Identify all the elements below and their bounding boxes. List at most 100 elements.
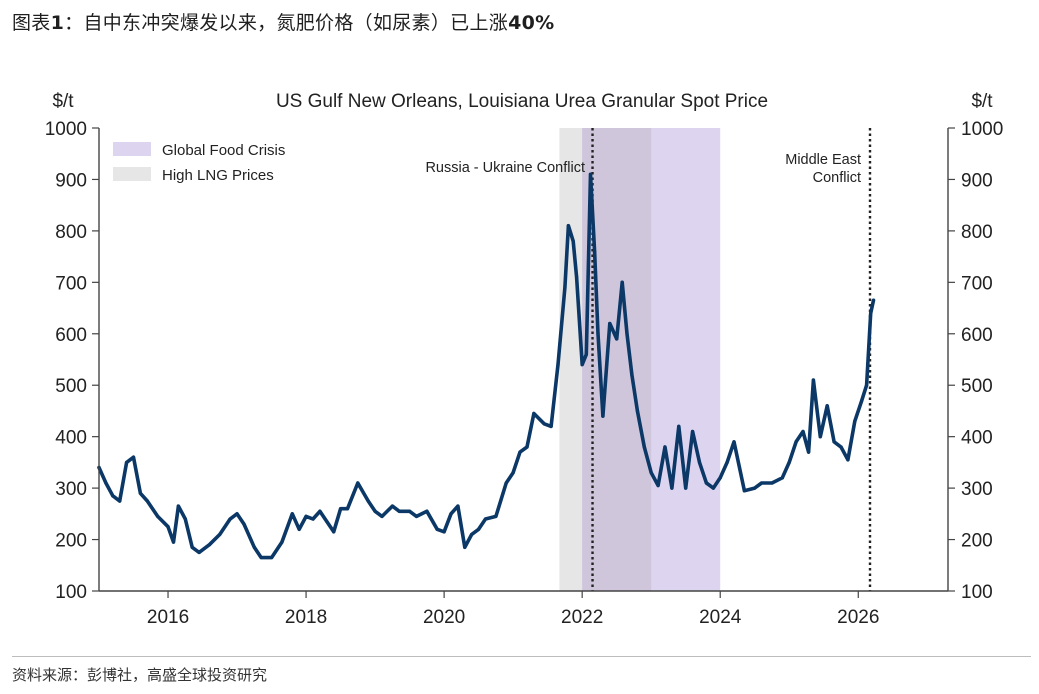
- legend-label-lng: High LNG Prices: [162, 167, 274, 184]
- y-tick-label-left: 500: [55, 376, 87, 397]
- data-point: [811, 378, 816, 382]
- data-point: [871, 298, 876, 302]
- data-point: [818, 435, 822, 439]
- data-point: [663, 445, 667, 449]
- price-line-0: [97, 172, 876, 560]
- data-point: [846, 458, 850, 462]
- y-tick-label-right: 1000: [961, 119, 1003, 140]
- y-tick-label-left: 400: [55, 428, 87, 449]
- data-point: [697, 460, 702, 464]
- data-point: [425, 509, 429, 513]
- data-point: [242, 522, 246, 526]
- figure-caption: 图表1：自中东冲突爆发以来，氮肥价格（如尿素）已上涨40%: [12, 8, 554, 35]
- data-point: [596, 332, 600, 336]
- data-point: [787, 460, 791, 464]
- urea-price-chart: 100 100 200 200 300 300 400 400 500 500 600 600 700 7…: [45, 91, 1004, 628]
- data-point: [806, 450, 811, 454]
- data-point: [575, 275, 579, 279]
- data-point: [832, 440, 836, 444]
- data-point: [635, 409, 639, 413]
- source-divider: [12, 656, 1031, 657]
- annotation-middle-east-line2: Conflict: [813, 170, 861, 186]
- data-point: [332, 530, 336, 534]
- data-point: [742, 489, 746, 493]
- data-point: [511, 471, 515, 475]
- data-point: [156, 514, 160, 519]
- data-point: [580, 363, 584, 367]
- y-tick-label-right: 600: [961, 325, 993, 346]
- data-point: [483, 517, 488, 521]
- data-point: [839, 445, 843, 449]
- data-point: [442, 530, 446, 534]
- y-tick-label-right: 300: [961, 479, 993, 500]
- data-point: [571, 239, 575, 243]
- data-point: [684, 486, 688, 490]
- data-point: [615, 337, 619, 341]
- x-tick-label: 2018: [285, 607, 327, 628]
- data-point: [311, 517, 315, 521]
- chart-axes: 100 100 200 200 300 300 400 400 500 500 600 600 700 7…: [45, 119, 1004, 628]
- data-point: [197, 550, 201, 555]
- data-point: [190, 545, 194, 549]
- y-axis-label-right: $/t: [971, 91, 993, 112]
- data-point: [504, 481, 508, 485]
- y-tick-label-left: 800: [55, 222, 87, 243]
- data-point: [183, 517, 187, 521]
- data-point: [104, 481, 108, 485]
- data-point: [677, 424, 681, 428]
- x-tick-label: 2022: [561, 607, 603, 628]
- figure-caption-emphasis: 40%: [508, 12, 555, 34]
- data-point: [864, 383, 869, 387]
- figure-label-prefix: 图表: [12, 12, 51, 34]
- data-point: [592, 249, 597, 254]
- chart-title: US Gulf New Orleans, Louisiana Urea Gran…: [276, 91, 768, 112]
- annotation-middle-east-line1: Middle East: [785, 152, 861, 168]
- figure-label-number: 1: [50, 12, 65, 34]
- data-point: [259, 555, 263, 560]
- y-tick-label-left: 600: [55, 325, 87, 346]
- data-point: [532, 411, 536, 416]
- data-point: [620, 280, 624, 284]
- data-point: [228, 517, 232, 521]
- data-point: [601, 414, 605, 418]
- data-point: [290, 512, 294, 516]
- data-point: [397, 509, 401, 513]
- source-note: 资料来源：彭博社，高盛全球投资研究: [12, 666, 268, 684]
- data-point: [704, 481, 709, 485]
- data-point: [588, 172, 593, 176]
- data-point: [630, 373, 634, 377]
- data-point: [801, 429, 805, 434]
- data-point: [280, 540, 284, 544]
- data-point: [711, 486, 715, 490]
- series-lines: [97, 172, 876, 560]
- data-point: [176, 504, 180, 508]
- x-tick-label: 2026: [837, 607, 879, 628]
- data-point: [753, 486, 757, 490]
- data-point: [542, 422, 546, 426]
- data-point: [463, 545, 467, 549]
- data-point: [649, 471, 653, 475]
- data-point: [207, 543, 212, 547]
- data-point: [449, 512, 453, 516]
- data-point: [556, 363, 560, 367]
- data-point: [356, 481, 360, 485]
- data-point: [725, 460, 729, 464]
- data-point: [111, 494, 115, 498]
- y-tick-label-right: 900: [961, 170, 993, 191]
- data-point: [470, 532, 474, 537]
- y-tick-label-left: 700: [55, 273, 87, 294]
- annotation-russia-ukraine: Russia - Ukraine Conflict: [425, 160, 585, 176]
- data-point: [732, 440, 736, 444]
- x-tick-label: 2020: [423, 607, 465, 628]
- data-point: [171, 540, 176, 544]
- data-point: [656, 483, 660, 488]
- data-point: [760, 481, 764, 485]
- data-point: [456, 504, 460, 508]
- data-point: [625, 332, 629, 336]
- data-point: [131, 455, 136, 459]
- figure-label-sep: ：: [64, 12, 84, 34]
- data-point: [518, 450, 522, 454]
- data-point: [860, 399, 864, 403]
- y-tick-label-right: 500: [961, 376, 993, 397]
- data-point: [691, 429, 695, 434]
